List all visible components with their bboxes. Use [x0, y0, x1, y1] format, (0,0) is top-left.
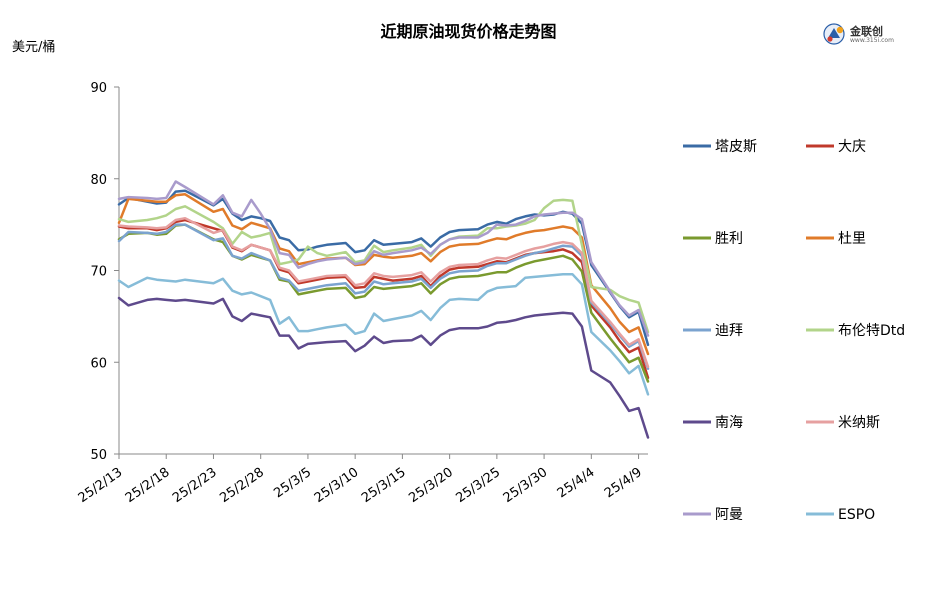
y-tick-label: 70 — [90, 265, 107, 280]
x-tick-label: 25/2/23 — [170, 465, 220, 506]
legend-label: 南海 — [715, 415, 743, 431]
legend-label: 迪拜 — [715, 323, 743, 339]
series-line — [117, 216, 650, 369]
legend-label: 大庆 — [838, 139, 866, 155]
chart-title: 近期原油现货价格走势图 — [380, 22, 557, 41]
legend-label: ESPO — [838, 507, 875, 523]
series-line — [117, 193, 650, 356]
y-tick-label: 60 — [90, 356, 107, 371]
x-tick-label: 25/3/30 — [501, 465, 551, 506]
x-tick-label: 25/2/28 — [217, 465, 267, 506]
series-line — [117, 180, 650, 337]
x-tick-label: 25/3/25 — [453, 465, 503, 506]
legend-label: 阿曼 — [715, 507, 743, 523]
y-tick-label: 80 — [90, 173, 107, 188]
y-axis-unit-label: 美元/桶 — [12, 40, 56, 55]
legend-label: 杜里 — [838, 231, 866, 247]
series-line — [117, 223, 650, 383]
series-line — [117, 296, 650, 439]
legend-label: 布伦特Dtd — [838, 323, 905, 339]
legend-label: 塔皮斯 — [715, 139, 757, 155]
series-line — [117, 272, 650, 396]
y-tick-label: 50 — [90, 448, 107, 463]
x-tick-label: 25/4/9 — [602, 465, 645, 501]
x-tick-label: 25/3/20 — [406, 465, 456, 506]
brand-logo: 金联创 www.315i.com — [822, 22, 902, 46]
x-tick-label: 25/2/18 — [123, 465, 173, 506]
legend-label: 米纳斯 — [838, 415, 880, 431]
x-tick-label: 25/2/13 — [76, 465, 126, 506]
x-tick-label: 25/3/15 — [359, 465, 409, 506]
series-line — [117, 223, 650, 370]
x-tick-label: 25/3/10 — [312, 465, 362, 506]
logo-brand-text: 金联创 — [850, 25, 883, 38]
legend-label: 胜利 — [715, 231, 743, 247]
x-tick-label: 25/4/4 — [555, 465, 598, 501]
y-tick-label: 90 — [90, 81, 107, 96]
x-tick-label: 25/3/5 — [271, 465, 314, 501]
logo-site-text: www.315i.com — [850, 37, 894, 44]
logo-mark-icon — [823, 23, 845, 45]
